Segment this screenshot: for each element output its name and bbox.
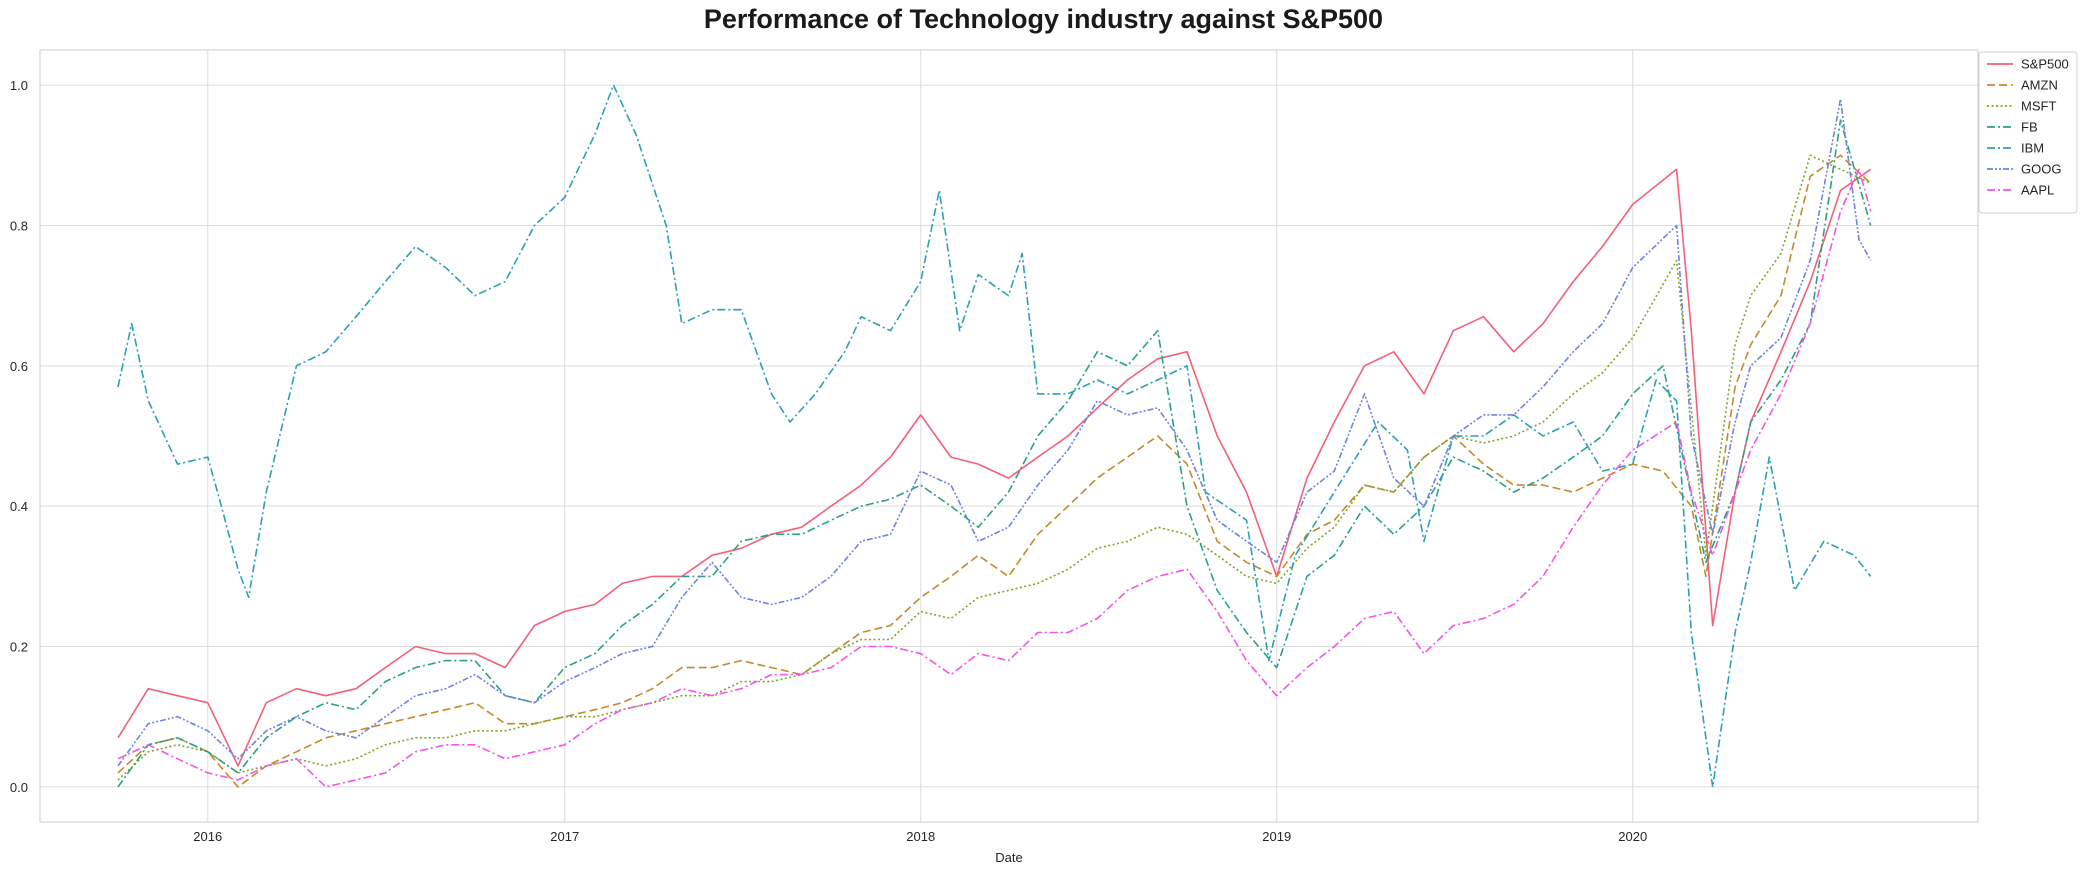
series-line-goog	[117, 98, 1872, 767]
y-tick-label: 0.6	[10, 359, 28, 374]
legend: S&P500 AMZN MSFT FB IBM GOOG AAPL	[1978, 51, 2078, 214]
series-line-ibm	[117, 84, 1872, 788]
series-line-fb	[117, 119, 1872, 788]
y-tick-label: 0.0	[10, 780, 28, 795]
x-tick-label: 2018	[906, 829, 935, 844]
y-tick-label: 0.8	[10, 218, 28, 233]
plot-frame	[39, 49, 1979, 823]
legend-entry-label: IBM	[2021, 141, 2044, 156]
legend-entry-label: FB	[2021, 120, 2038, 135]
series-line-aapl	[117, 168, 1872, 788]
legend-entry-label: S&P500	[2021, 57, 2069, 72]
x-tick-label: 2016	[193, 829, 222, 844]
x-axis-label: Date	[995, 850, 1022, 865]
legend-frame	[1978, 51, 2078, 214]
y-tick-label: 0.2	[10, 640, 28, 655]
legend-entry-label: GOOG	[2021, 162, 2061, 177]
x-tick-label: 2019	[1262, 829, 1291, 844]
tick-labels: 2016 2017 2018 2019 2020 0.0 0.2 0.4 0.6 0.8 1.0	[10, 78, 1647, 844]
legend-entry-label: MSFT	[2021, 99, 2056, 114]
legend-entry-label: AMZN	[2021, 78, 2058, 93]
legend-entry-label: AAPL	[2021, 183, 2054, 198]
chart-title: Performance of Technology industry again…	[703, 4, 1384, 34]
series-line-sp500	[117, 168, 1872, 767]
x-tick-label: 2020	[1618, 829, 1647, 844]
series-line-amzn	[117, 154, 1872, 788]
y-tick-label: 1.0	[10, 78, 28, 93]
y-tick-label: 0.4	[10, 499, 28, 514]
series-lines	[117, 84, 1872, 788]
x-tick-label: 2017	[550, 829, 579, 844]
grid	[40, 50, 1978, 822]
